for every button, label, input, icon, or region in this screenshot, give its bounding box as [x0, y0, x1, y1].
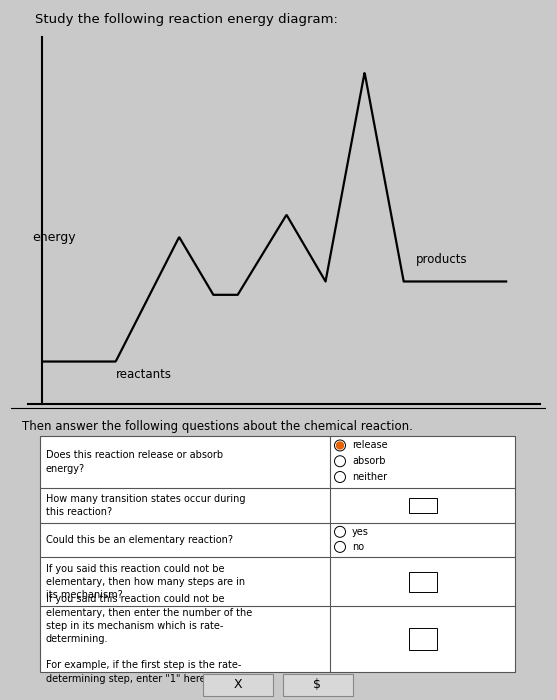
Bar	[40, 436, 515, 672]
Text: $: $	[314, 678, 321, 692]
Circle shape	[335, 526, 345, 538]
Text: no: no	[352, 542, 364, 552]
Text: yes: yes	[352, 527, 369, 537]
Text: neither: neither	[352, 472, 387, 482]
Text: If you said this reaction could not be
elementary, then enter the number of the
: If you said this reaction could not be e…	[46, 594, 252, 684]
Text: Could this be an elementary reaction?: Could this be an elementary reaction?	[46, 535, 233, 545]
Bar	[408, 628, 437, 650]
Bar	[408, 572, 437, 592]
Text: products: products	[416, 253, 467, 266]
Text: Study the following reaction energy diagram:: Study the following reaction energy diag…	[35, 13, 338, 26]
Text: How many transition states occur during
this reaction?: How many transition states occur during …	[46, 494, 246, 517]
Text: absorb: absorb	[352, 456, 385, 466]
Circle shape	[335, 472, 345, 482]
Circle shape	[335, 541, 345, 552]
Bar	[203, 674, 272, 696]
Text: Then answer the following questions about the chemical reaction.: Then answer the following questions abou…	[22, 420, 413, 433]
Text: energy: energy	[32, 230, 75, 244]
Text: X: X	[233, 678, 242, 692]
Text: reactants: reactants	[116, 368, 172, 382]
Text: Does this reaction release or absorb
energy?: Does this reaction release or absorb ene…	[46, 450, 223, 474]
Circle shape	[335, 456, 345, 467]
Circle shape	[335, 440, 345, 451]
Bar	[408, 498, 437, 512]
Text: If you said this reaction could not be
elementary, then how many steps are in
it: If you said this reaction could not be e…	[46, 564, 245, 600]
Circle shape	[336, 442, 344, 449]
Text: release: release	[352, 440, 388, 451]
Bar	[282, 674, 353, 696]
